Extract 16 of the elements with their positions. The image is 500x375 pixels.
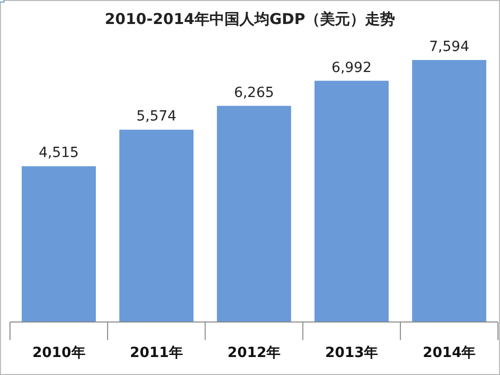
x-tick-label: 2014年	[422, 345, 476, 361]
x-tick-label: 2010年	[32, 345, 86, 361]
data-label: 7,594	[429, 39, 470, 55]
x-tick-label: 2013年	[325, 345, 378, 361]
data-label: 6,992	[332, 60, 372, 76]
chart-title: 2010-2014年中国人均GDP（美元）走势	[104, 10, 396, 28]
bar	[314, 80, 389, 322]
bar	[216, 106, 292, 322]
data-label: 6,265	[234, 84, 274, 101]
data-label: 4,515	[38, 145, 79, 162]
bar	[119, 130, 194, 322]
bar	[22, 166, 96, 322]
x-tick-label: 2012年	[228, 345, 280, 361]
bar	[412, 60, 486, 322]
x-tick-label: 2011年	[130, 345, 183, 361]
data-label: 5,574	[136, 108, 177, 125]
